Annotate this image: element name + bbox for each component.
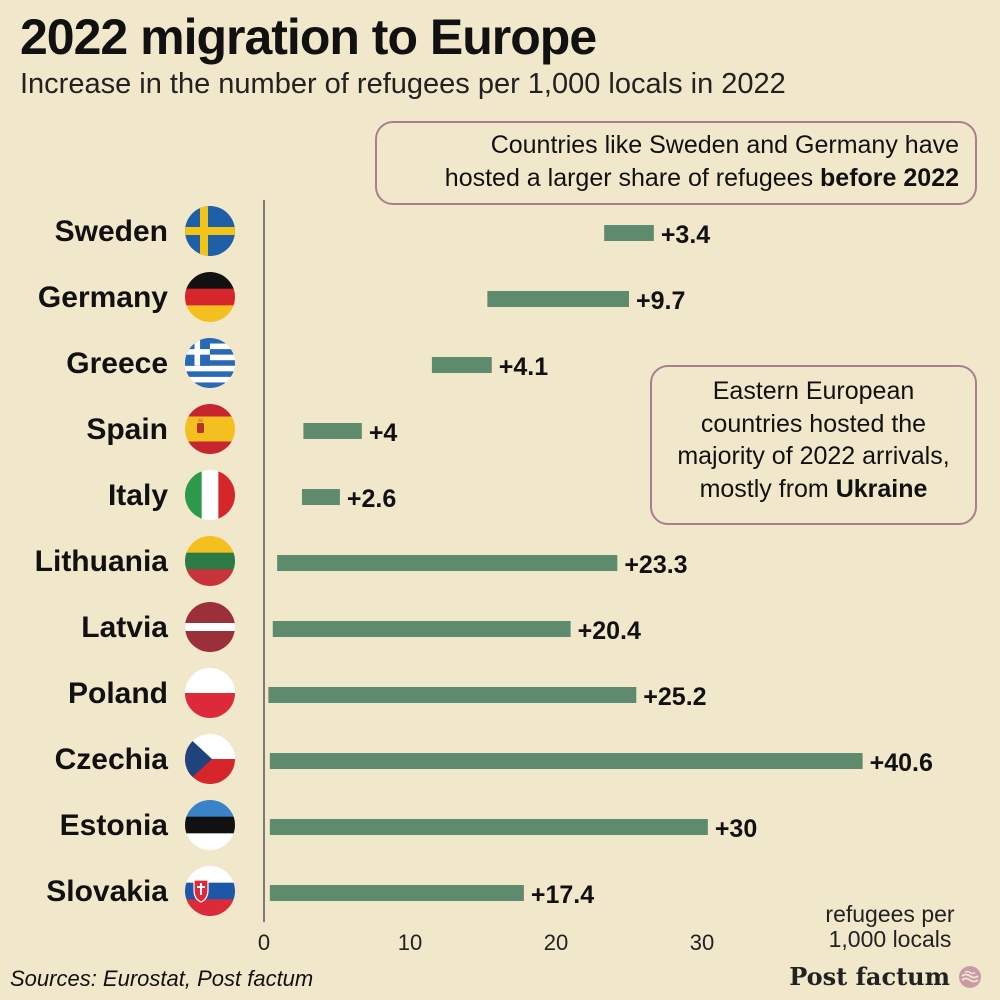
sweden-flag-icon: [185, 206, 235, 256]
annotation-top-line1: Countries like Sweden and Germany have: [490, 131, 959, 159]
chart-row-greece: Greece +4.1: [66, 338, 548, 388]
bar-value-label: +25.2: [643, 683, 706, 711]
annotation-east-bold: Ukraine: [835, 474, 928, 503]
chart-row-italy: Italy +2.6: [108, 470, 396, 520]
bar: [604, 225, 654, 241]
bar-value-label: +3.4: [661, 221, 710, 249]
bar: [487, 291, 629, 307]
annotation-before-2022: Countries like Sweden and Germany have h…: [375, 121, 977, 205]
country-label: Greece: [66, 347, 168, 380]
annotation-east-text: Eastern European countries hosted the ma…: [677, 377, 950, 503]
brand: Post factum: [789, 962, 982, 991]
slovakia-flag-icon: [185, 866, 235, 916]
unit-line1: refugees per: [825, 901, 955, 927]
chart-row-poland: Poland +25.2: [68, 668, 707, 718]
bar: [272, 621, 571, 637]
country-label: Lithuania: [35, 545, 169, 578]
bar-value-label: +9.7: [636, 287, 685, 315]
post-factum-logo-icon: [959, 965, 981, 988]
chart-row-lithuania: Lithuania +23.3: [35, 536, 688, 586]
country-label: Latvia: [81, 611, 168, 644]
czechia-flag-icon: [185, 734, 235, 784]
annotation-top-line2: hosted a larger share of refugees: [444, 163, 821, 192]
germany-flag-icon: [185, 272, 235, 322]
bar: [277, 555, 618, 571]
chart-row-czechia: Czechia +40.6: [55, 734, 933, 784]
x-axis-ticks: 0 10 20 30: [258, 930, 714, 955]
country-label: Spain: [86, 413, 168, 446]
chart-row-spain: Spain +4: [86, 404, 398, 454]
bar: [269, 885, 524, 901]
bar-value-label: +4.1: [499, 353, 548, 381]
x-tick-label: 20: [544, 930, 568, 955]
country-label: Czechia: [55, 743, 169, 776]
country-label: Italy: [108, 479, 168, 512]
chart-subtitle: Increase in the number of refugees per 1…: [20, 68, 786, 100]
country-label: Slovakia: [46, 875, 168, 908]
poland-flag-icon: [185, 668, 235, 718]
annotation-eastern-europe: Eastern European countries hosted the ma…: [650, 365, 977, 525]
chart-rows: Sweden +3.4 Germany +9.7 Greece +4.1 Spain +4 It…: [35, 206, 933, 916]
bar-value-label: +4: [369, 419, 398, 447]
x-axis-unit-label: refugees per 1,000 locals: [800, 902, 980, 952]
spain-flag-icon: [185, 404, 235, 454]
unit-line2: 1,000 locals: [828, 925, 952, 952]
country-label: Germany: [38, 281, 168, 314]
bar-value-label: +17.4: [531, 881, 594, 909]
country-label: Estonia: [60, 809, 169, 842]
bar-value-label: +40.6: [870, 749, 933, 777]
bar-value-label: +23.3: [624, 551, 687, 579]
chart-row-germany: Germany +9.7: [38, 272, 685, 322]
x-tick-label: 30: [690, 930, 714, 955]
bar: [431, 357, 492, 373]
bar-value-label: +2.6: [347, 485, 396, 513]
x-tick-label: 0: [258, 930, 270, 955]
bar-value-label: +20.4: [578, 617, 641, 645]
chart-row-estonia: Estonia +30: [60, 800, 757, 850]
chart-row-latvia: Latvia +20.4: [81, 602, 641, 652]
brand-name: Post factum: [789, 962, 950, 991]
bar: [301, 489, 340, 505]
bar-value-label: +30: [715, 815, 757, 843]
bar: [268, 687, 637, 703]
chart-row-sweden: Sweden +3.4: [55, 206, 710, 256]
country-label: Poland: [68, 677, 168, 710]
lithuania-flag-icon: [185, 536, 235, 586]
bar: [303, 423, 362, 439]
latvia-flag-icon: [185, 602, 235, 652]
italy-flag-icon: [185, 470, 235, 520]
annotation-top-bold: before 2022: [820, 163, 959, 192]
bar: [269, 753, 863, 769]
country-label: Sweden: [55, 215, 168, 248]
x-tick-label: 10: [398, 930, 422, 955]
bar: [269, 819, 708, 835]
greece-flag-icon: [185, 338, 235, 388]
sources-note: Sources: Eurostat, Post factum: [10, 966, 314, 991]
chart-row-slovakia: Slovakia +17.4: [46, 866, 594, 916]
estonia-flag-icon: [185, 800, 235, 850]
chart-title: 2022 migration to Europe: [20, 9, 597, 65]
